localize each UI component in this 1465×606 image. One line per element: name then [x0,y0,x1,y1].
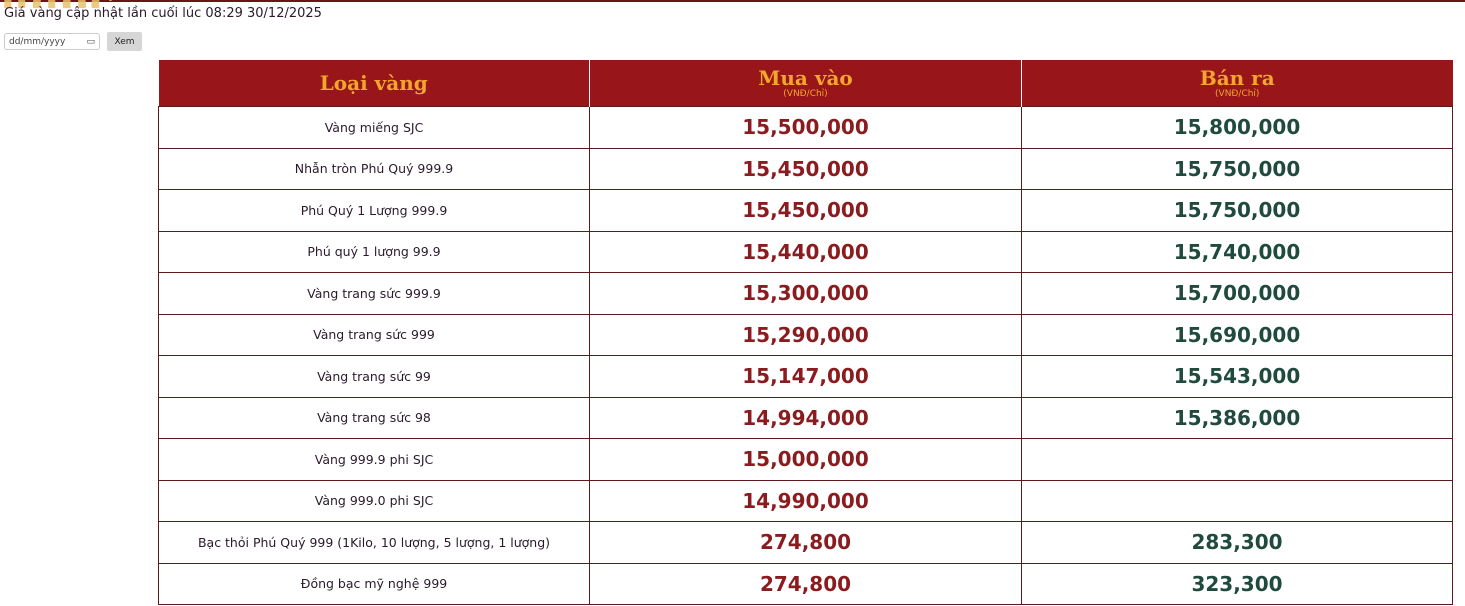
calendar-icon[interactable]: ▭ [86,36,95,47]
gold-type: Vàng trang sức 999 [158,313,590,356]
buy-price: 15,290,000 [589,313,1022,356]
sell-price: 283,300 [1021,521,1453,564]
table-row: Vàng trang sức 98 14,994,000 15,386,000 [158,396,1453,439]
sell-price [1021,479,1453,522]
gold-type: Vàng trang sức 999.9 [158,272,590,315]
sell-price: 15,386,000 [1021,396,1453,439]
table-row: Phú Quý 1 Lượng 999.9 15,450,000 15,750,00… [158,189,1453,232]
buy-price: 15,300,000 [589,272,1022,315]
gold-type: Vàng 999.9 phi SJC [158,438,590,481]
table-row: Nhẫn tròn Phú Quý 999.9 15,450,000 15,750,… [158,147,1453,190]
buy-price: 15,450,000 [589,147,1022,190]
top-border [0,0,1465,2]
gold-type: Vàng trang sức 99 [158,355,590,398]
table-row: Vàng trang sức 99 15,147,000 15,543,000 [158,355,1453,398]
sell-price: 15,800,000 [1021,106,1453,149]
view-button[interactable]: Xem [107,32,142,51]
column-title: Mua vào [758,65,853,90]
table-row: Vàng 999.9 phi SJC 15,000,000 [158,438,1453,481]
table-row: Đồng bạc mỹ nghệ 999 274,800 323,300 [158,562,1453,605]
gold-type: Đồng bạc mỹ nghệ 999 [158,562,590,605]
buy-price: 274,800 [589,521,1022,564]
sell-price: 15,750,000 [1021,189,1453,232]
column-title: Loại vàng [319,71,428,95]
gold-type: Phú quý 1 lượng 99.9 [158,230,590,273]
sell-price: 15,690,000 [1021,313,1453,356]
buy-price: 15,000,000 [589,438,1022,481]
gold-type: Bạc thỏi Phú Quý 999 (1Kilo, 10 lượng, 5… [158,521,590,564]
sell-price: 15,543,000 [1021,355,1453,398]
buy-price: 15,440,000 [589,230,1022,273]
last-updated-text: Giá vàng cập nhật lần cuối lúc 08:29 30/… [4,6,322,21]
gold-type: Vàng trang sức 98 [158,396,590,439]
table-row: Vàng 999.0 phi SJC 14,990,000 [158,479,1453,522]
sell-price: 15,700,000 [1021,272,1453,315]
column-title: Bán ra [1199,65,1275,90]
gold-type: Phú Quý 1 Lượng 999.9 [158,189,590,232]
sell-price: 323,300 [1021,562,1453,605]
column-header: Loại vàng [158,60,590,107]
gold-type: Vàng miếng SJC [158,106,590,149]
table-row: Vàng miếng SJC 15,500,000 15,800,000 [158,106,1453,149]
gold-price-table: Loại vàng Mua vào (VNĐ/Chỉ) Bán ra (VNĐ/Chỉ)… [158,60,1453,605]
buy-price: 14,990,000 [589,479,1022,522]
sell-price: 15,750,000 [1021,147,1453,190]
column-header: Bán ra (VNĐ/Chỉ) [1021,60,1453,107]
buy-price: 15,450,000 [589,189,1022,232]
column-unit: (VNĐ/Chỉ) [1215,88,1260,99]
date-placeholder: dd/mm/yyyy [9,36,66,47]
table-row: Phú quý 1 lượng 99.9 15,440,000 15,740,000 [158,230,1453,273]
table-row: Vàng trang sức 999 15,290,000 15,690,000 [158,313,1453,356]
table-row: Bạc thỏi Phú Quý 999 (1Kilo, 10 lượng, 5… [158,521,1453,564]
gold-type: Nhẫn tròn Phú Quý 999.9 [158,147,590,190]
buy-price: 274,800 [589,562,1022,605]
gold-type: Vàng 999.0 phi SJC [158,479,590,522]
buy-price: 14,994,000 [589,396,1022,439]
column-unit: (VNĐ/Chỉ) [783,88,828,99]
column-header: Mua vào (VNĐ/Chỉ) [589,60,1022,107]
table-row: Vàng trang sức 999.9 15,300,000 15,700,000 [158,272,1453,315]
buy-price: 15,147,000 [589,355,1022,398]
buy-price: 15,500,000 [589,106,1022,149]
sell-price [1021,438,1453,481]
date-input[interactable]: dd/mm/yyyy ▭ [4,33,100,50]
logo: ngoc thẩm [0,0,240,8]
sell-price: 15,740,000 [1021,230,1453,273]
